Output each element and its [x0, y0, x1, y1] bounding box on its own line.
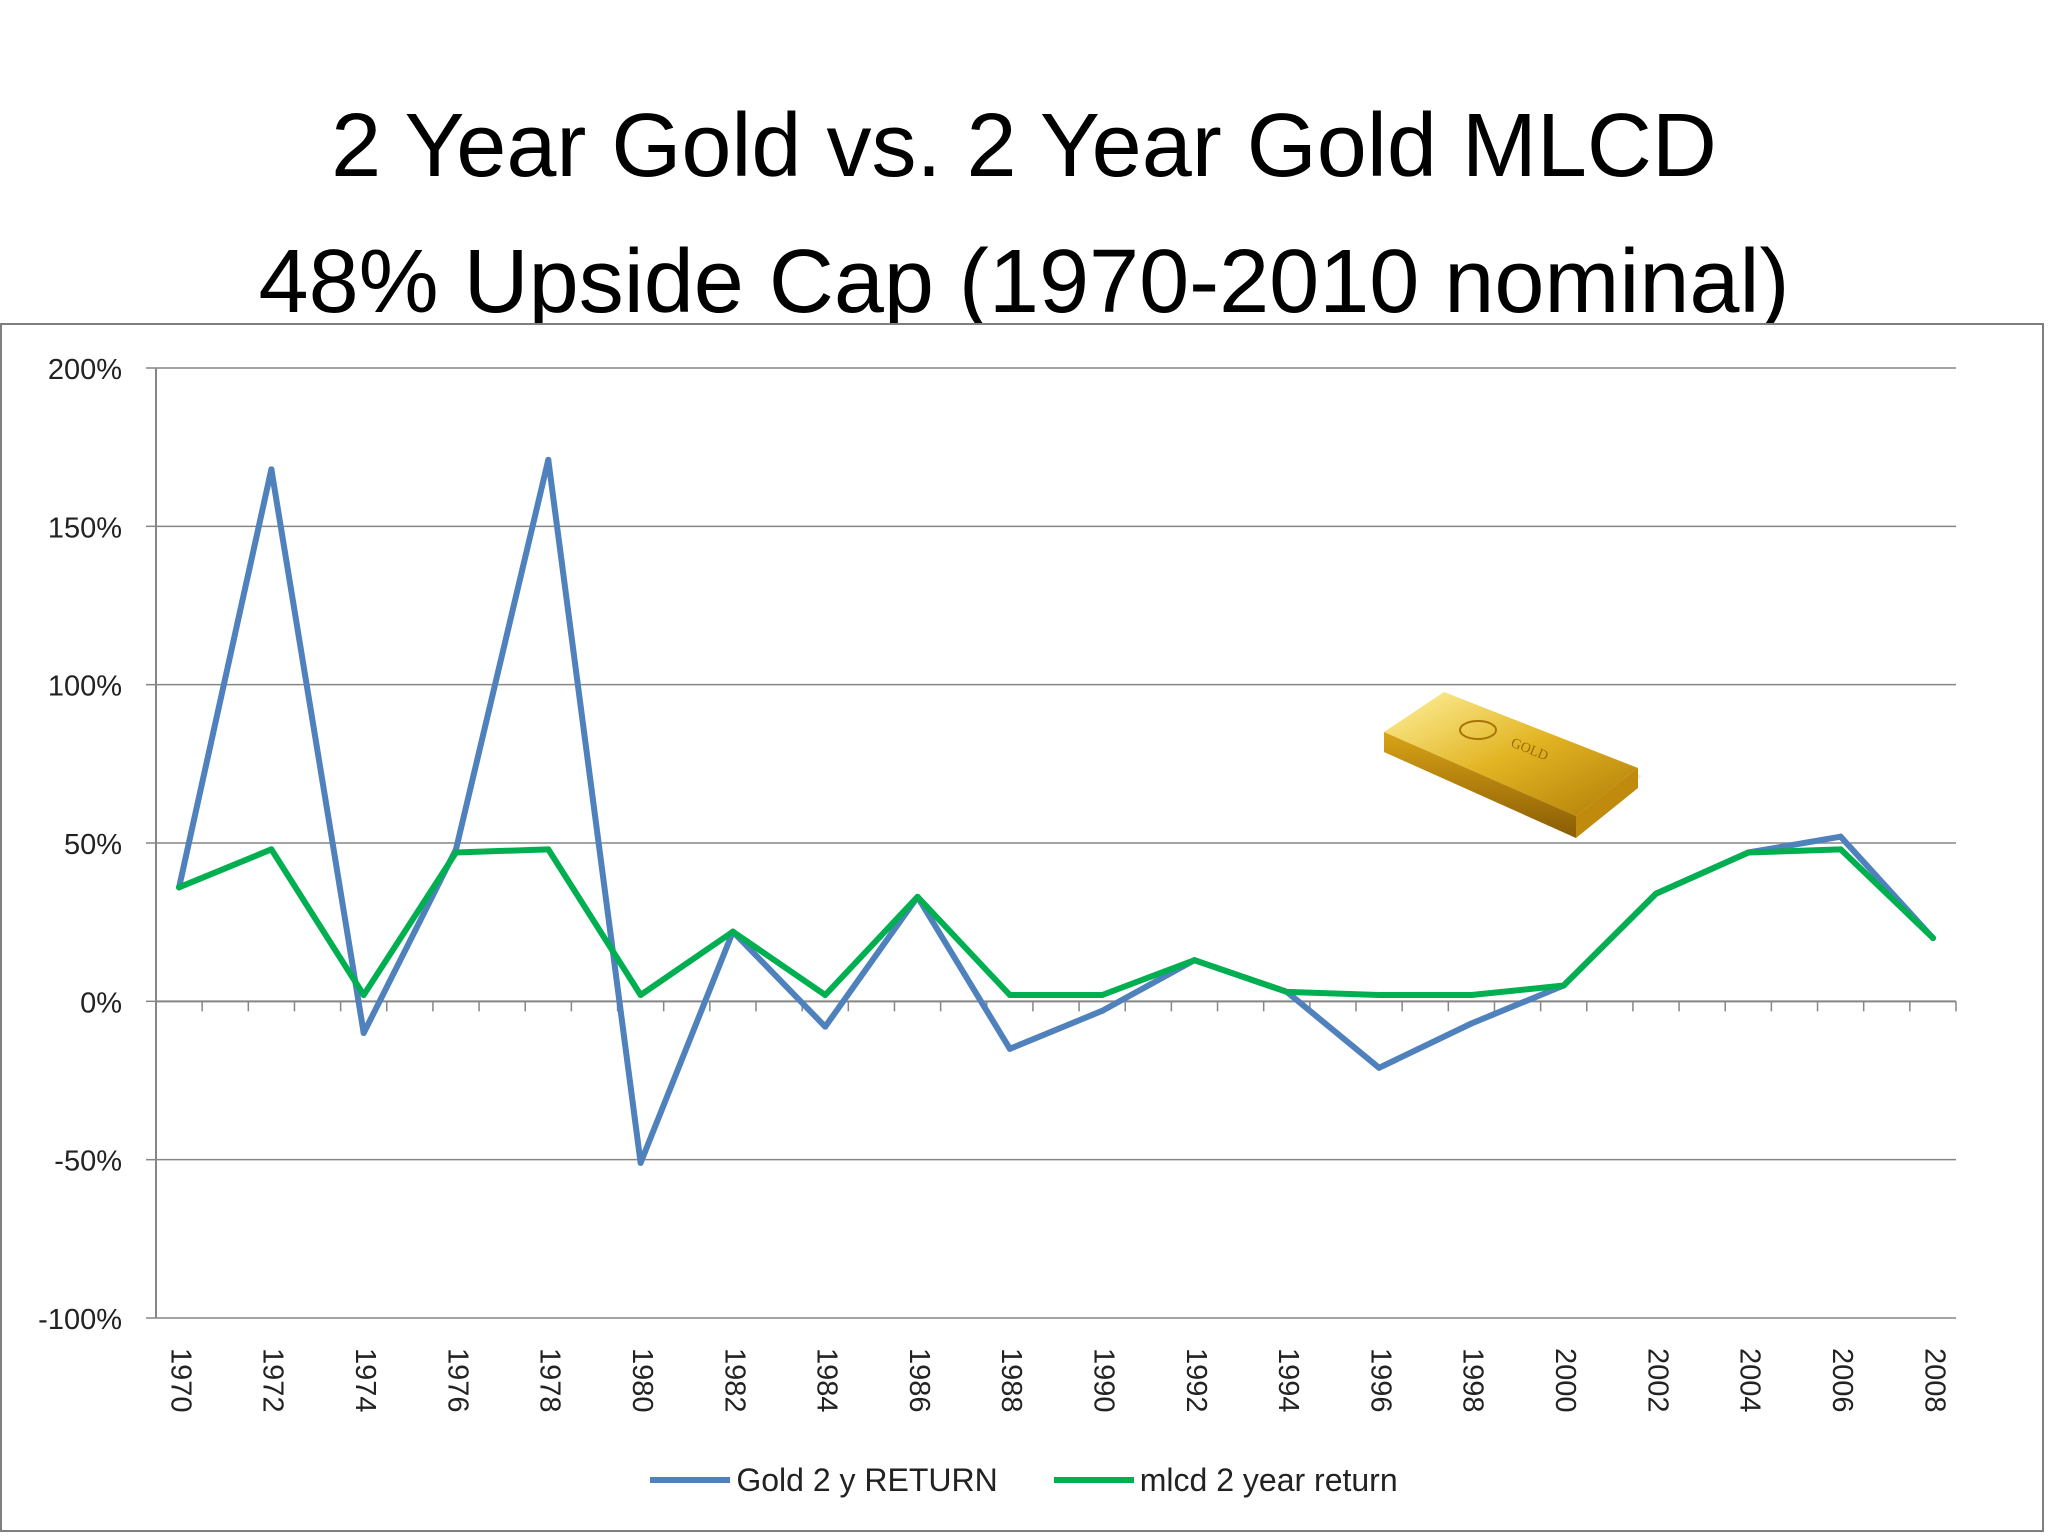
- x-tick-label: 1998: [1457, 1348, 1489, 1413]
- gold-2y-return-line-point: [637, 1159, 644, 1166]
- gold-bar-icon: GOLD: [1384, 692, 1642, 838]
- mlcd-2y-return-line-point: [1653, 890, 1659, 897]
- y-tick-label: 200%: [48, 354, 122, 386]
- gold-2y-return-line-point: [545, 456, 552, 463]
- x-tick-label: 1982: [718, 1348, 750, 1413]
- mlcd-2y-return-line-point: [1468, 992, 1475, 998]
- gold-2y-return-line: [176, 456, 1936, 1166]
- x-tick-label: 1994: [1272, 1348, 1304, 1413]
- mlcd-2y-return-line-point: [1560, 982, 1567, 989]
- mlcd-2y-return-line-point: [1376, 992, 1383, 998]
- x-tick-label: 1976: [441, 1348, 473, 1413]
- gold-2y-return-line-point: [1468, 1020, 1475, 1027]
- gridlines: [156, 367, 1956, 1319]
- mlcd-2y-return-line-point: [1191, 957, 1198, 964]
- legend-label-mlcd: mlcd 2 year return: [1139, 1461, 1398, 1498]
- mlcd-2y-return-line-point: [1929, 935, 1936, 941]
- x-tick-label: 1996: [1364, 1348, 1396, 1413]
- mlcd-2y-return-line-point: [1006, 992, 1013, 998]
- x-tick-label: 1970: [164, 1348, 196, 1413]
- mlcd-2y-return-line-point: [1837, 846, 1844, 853]
- legend-item-gold: Gold 2 y RETURN: [650, 1461, 998, 1499]
- legend-item-mlcd: mlcd 2 year return: [1053, 1461, 1398, 1499]
- legend-label-gold: Gold 2 y RETURN: [736, 1461, 998, 1498]
- x-tick-label: 2000: [1549, 1348, 1581, 1413]
- legend: Gold 2 y RETURN mlcd 2 year return: [0, 1458, 2048, 1502]
- axes: 200% 150% 100% 50% 0% -50% -100% 1970 1972 1974 19…: [38, 354, 1957, 1413]
- x-tick-label: 2008: [1918, 1348, 1950, 1413]
- mlcd-2y-return-line-point: [1099, 992, 1106, 998]
- gold-2y-return-line-point: [268, 466, 275, 473]
- slide-title: 2 Year Gold vs. 2 Year Gold MLCD 48% Ups…: [0, 78, 2048, 350]
- chart-area: [0, 323, 2044, 1532]
- x-tick-label: 1984: [811, 1348, 843, 1413]
- gold-2y-return-line-point: [1837, 833, 1844, 840]
- x-tick-label: 1990: [1087, 1348, 1119, 1413]
- x-tick-label: 2004: [1734, 1348, 1766, 1413]
- y-tick-label: 0%: [80, 987, 122, 1019]
- mlcd-2y-return-line-point: [1283, 988, 1290, 995]
- gold-2y-return-line-point: [1376, 1064, 1383, 1071]
- legend-swatch-mlcd: [1053, 1477, 1134, 1483]
- title-line-1: 2 Year Gold vs. 2 Year Gold MLCD: [331, 96, 1717, 196]
- mlcd-2y-return-line-point: [268, 846, 275, 853]
- y-tick-label: 50%: [64, 829, 122, 861]
- mlcd-2y-return-line-point: [637, 992, 644, 998]
- mlcd-2y-return-line-point: [176, 884, 183, 891]
- mlcd-2y-return-line: [176, 846, 1936, 998]
- gold-2y-return-line-point: [1006, 1045, 1013, 1052]
- y-tick-label: 150%: [48, 512, 122, 544]
- gold-2y-return-line-point: [360, 1030, 367, 1036]
- x-tick-label: 1980: [626, 1348, 658, 1413]
- mlcd-2y-return-line-point: [360, 992, 367, 998]
- gold-2y-return-line-point: [822, 1023, 829, 1030]
- mlcd-2y-return-line-point: [1745, 849, 1752, 856]
- mlcd-2y-return-line-point: [822, 992, 829, 998]
- mlcd-2y-return-line-point: [914, 893, 921, 900]
- x-tick-label: 1974: [349, 1348, 381, 1413]
- x-tick-label: 1978: [534, 1348, 566, 1413]
- x-tick-label: 1972: [257, 1348, 289, 1413]
- mlcd-2y-return-line-point: [453, 849, 459, 856]
- mlcd-2y-return-line-point: [545, 846, 552, 853]
- title-line-2: 48% Upside Cap (1970-2010 nominal): [258, 232, 1790, 332]
- y-tick-label: -50%: [54, 1146, 122, 1178]
- y-tick-label: -100%: [38, 1304, 122, 1336]
- x-tick-label: 1992: [1180, 1348, 1212, 1413]
- series: [176, 456, 1936, 1166]
- y-tick-label: 100%: [48, 671, 122, 703]
- x-tick-label: 2006: [1826, 1348, 1858, 1413]
- gold-2y-return-line-point: [1099, 1007, 1106, 1014]
- legend-swatch-gold: [650, 1477, 731, 1483]
- x-tick-label: 1986: [903, 1348, 935, 1413]
- mlcd-2y-return-line-point: [729, 928, 736, 935]
- x-tick-label: 1988: [995, 1348, 1027, 1413]
- x-tick-label: 2002: [1641, 1348, 1673, 1413]
